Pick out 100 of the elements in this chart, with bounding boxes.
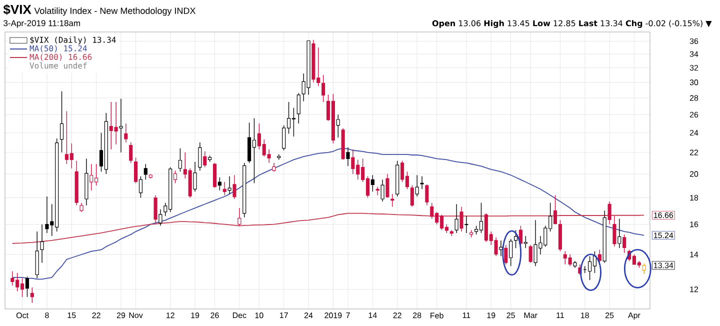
candlestick <box>336 114 340 138</box>
legend-label: MA(200) 16.66 <box>30 54 92 61</box>
candlestick <box>420 176 424 190</box>
x-tick-label: 19 <box>487 312 496 318</box>
candlestick <box>460 206 464 232</box>
chart-title: $VIX <box>3 4 32 15</box>
y-tick-label: 22 <box>690 150 698 156</box>
candlestick <box>198 142 202 171</box>
candlestick <box>504 244 508 265</box>
candlestick <box>514 230 518 248</box>
y-tick-label: 28 <box>690 95 698 101</box>
candlestick <box>410 185 414 208</box>
x-tick-label: Oct <box>16 312 28 318</box>
y-tick-label: 34 <box>690 51 698 57</box>
y-tick-label: 16 <box>690 222 698 228</box>
candlestick <box>228 176 232 194</box>
candlestick <box>509 238 513 266</box>
candlestick <box>425 184 429 206</box>
candlestick <box>212 162 217 188</box>
x-tick-label: 15 <box>68 312 76 318</box>
candlestick <box>60 90 64 153</box>
y-tick-label: 24 <box>690 130 698 136</box>
candlestick <box>322 74 326 102</box>
candlestick <box>154 194 158 224</box>
candlestick <box>390 194 394 208</box>
candlestick <box>499 240 503 256</box>
candlestick <box>346 146 350 167</box>
candlestick <box>386 174 390 198</box>
y-tick-label: 36 <box>690 38 698 44</box>
x-tick-label: 10 <box>255 312 264 318</box>
candlestick <box>193 162 197 192</box>
x-tick-label: 28 <box>413 312 422 318</box>
annotation: 15.24 <box>654 232 674 238</box>
candlestick <box>80 202 84 212</box>
legend-label: $VIX (Daily) 13.34 <box>30 36 116 44</box>
candlestick <box>119 98 123 153</box>
annotation: 16.66 <box>654 212 674 218</box>
candlestick <box>415 174 419 197</box>
candlestick <box>35 231 39 279</box>
x-tick-label: 29 <box>116 312 126 318</box>
candlestick <box>30 287 34 304</box>
candlestick <box>528 244 532 264</box>
candlestick <box>612 216 616 247</box>
x-tick-label: 18 <box>581 312 589 318</box>
x-tick-label: 11 <box>556 312 564 318</box>
candlestick <box>454 204 458 234</box>
x-tick-label: 7 <box>346 312 350 318</box>
x-tick-label: 25 <box>605 312 614 318</box>
x-tick-label: Apr <box>628 312 640 320</box>
candlestick <box>144 164 148 180</box>
candlestick <box>134 157 138 184</box>
candlestick <box>138 176 142 198</box>
x-tick-label: Nov <box>129 312 143 318</box>
candlestick <box>642 263 646 274</box>
annotation: Volume undef <box>30 62 87 69</box>
y-tick-label: 30 <box>690 80 698 86</box>
x-tick-label: 24 <box>304 312 313 318</box>
candlestick <box>618 218 622 248</box>
legend-label: MA(50) 15.24 <box>30 45 87 52</box>
y-tick-label: 12 <box>690 286 698 292</box>
x-tick-label: 2019 <box>324 312 342 318</box>
x-tick-label: Feb <box>430 312 444 318</box>
candlestick <box>124 123 128 143</box>
text: Open 13.06 High 13.45 Low 12.85 Last 13.34 Chg -0.02 (-0.15%) ▼ <box>432 20 712 28</box>
y-tick-label: 20 <box>690 171 698 177</box>
candlestick <box>370 174 374 192</box>
candlestick <box>40 224 44 264</box>
x-tick-label: 12 <box>166 312 174 318</box>
candlestick <box>158 208 162 226</box>
candlestick <box>218 177 222 191</box>
y-tick-label: 26 <box>690 112 698 118</box>
chart-subtitle: Volatility Index - New Methodology INDX <box>34 7 196 16</box>
candlestick <box>203 151 207 168</box>
candlestick <box>25 276 30 298</box>
annotation: 13.34 <box>654 262 674 268</box>
y-tick-label: 18 <box>690 194 698 201</box>
candlestick <box>608 201 612 225</box>
x-tick-label: Mar <box>524 312 538 318</box>
candlestick <box>178 148 182 172</box>
x-tick-label: 25 <box>506 312 515 318</box>
candlestick <box>524 236 528 248</box>
candlestick <box>129 142 133 164</box>
candlestick <box>296 92 300 124</box>
candlestick <box>232 174 236 200</box>
x-tick-label: 14 <box>368 312 377 318</box>
candlestick <box>622 234 626 254</box>
x-tick-label: 26 <box>210 312 219 318</box>
candlestick <box>222 182 226 196</box>
y-tick-label: 14 <box>690 252 698 258</box>
candlestick <box>238 208 242 226</box>
x-tick-label: 22 <box>393 312 402 318</box>
x-tick-label: 19 <box>191 312 200 318</box>
x-tick-label: 8 <box>45 312 49 318</box>
x-tick-label: 11 <box>462 312 470 318</box>
y-tick-label: 32 <box>690 64 698 71</box>
x-tick-label: 22 <box>92 312 100 318</box>
x-tick-label: Dec <box>232 312 246 318</box>
text: 3-Apr-2019 11:18am <box>4 20 80 28</box>
candlestick <box>598 249 602 265</box>
x-tick-label: 17 <box>280 312 288 318</box>
